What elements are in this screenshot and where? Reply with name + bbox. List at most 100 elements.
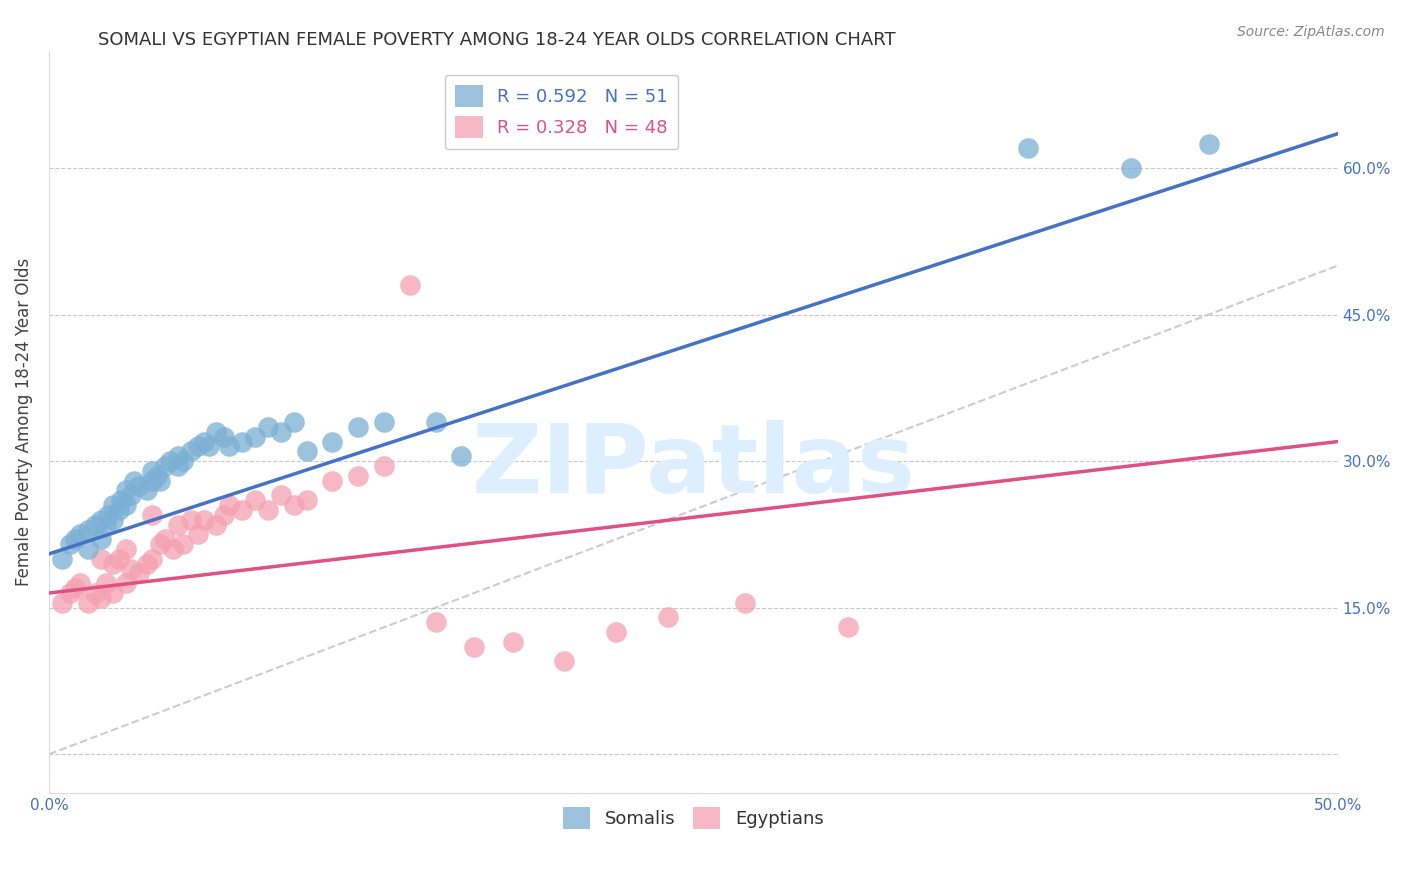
- Point: [450, 449, 472, 463]
- Point: [295, 444, 318, 458]
- Point: [502, 635, 524, 649]
- Point: [193, 513, 215, 527]
- Point: [166, 458, 188, 473]
- Point: [187, 439, 209, 453]
- Point: [218, 498, 240, 512]
- Point: [103, 586, 125, 600]
- Point: [120, 561, 142, 575]
- Point: [180, 513, 202, 527]
- Point: [553, 655, 575, 669]
- Point: [166, 517, 188, 532]
- Point: [425, 415, 447, 429]
- Point: [89, 591, 111, 605]
- Point: [76, 596, 98, 610]
- Point: [197, 439, 219, 453]
- Point: [107, 503, 129, 517]
- Text: SOMALI VS EGYPTIAN FEMALE POVERTY AMONG 18-24 YEAR OLDS CORRELATION CHART: SOMALI VS EGYPTIAN FEMALE POVERTY AMONG …: [98, 31, 896, 49]
- Point: [94, 576, 117, 591]
- Point: [149, 474, 172, 488]
- Point: [141, 464, 163, 478]
- Point: [51, 551, 73, 566]
- Point: [187, 527, 209, 541]
- Point: [146, 468, 169, 483]
- Point: [135, 483, 157, 498]
- Point: [172, 454, 194, 468]
- Point: [180, 444, 202, 458]
- Point: [425, 615, 447, 630]
- Point: [51, 596, 73, 610]
- Point: [321, 434, 343, 449]
- Point: [135, 557, 157, 571]
- Point: [63, 581, 86, 595]
- Point: [115, 483, 138, 498]
- Point: [218, 439, 240, 453]
- Point: [89, 513, 111, 527]
- Point: [128, 566, 150, 581]
- Point: [89, 551, 111, 566]
- Point: [97, 508, 120, 522]
- Point: [657, 610, 679, 624]
- Point: [103, 513, 125, 527]
- Point: [153, 458, 176, 473]
- Point: [107, 551, 129, 566]
- Point: [243, 430, 266, 444]
- Text: Source: ZipAtlas.com: Source: ZipAtlas.com: [1237, 25, 1385, 39]
- Point: [141, 551, 163, 566]
- Point: [734, 596, 756, 610]
- Point: [837, 620, 859, 634]
- Point: [270, 488, 292, 502]
- Point: [231, 434, 253, 449]
- Point: [1017, 141, 1039, 155]
- Point: [231, 503, 253, 517]
- Point: [141, 508, 163, 522]
- Point: [398, 278, 420, 293]
- Point: [205, 425, 228, 439]
- Point: [166, 449, 188, 463]
- Point: [103, 557, 125, 571]
- Point: [463, 640, 485, 654]
- Point: [63, 533, 86, 547]
- Point: [94, 517, 117, 532]
- Point: [149, 537, 172, 551]
- Point: [103, 498, 125, 512]
- Point: [76, 542, 98, 557]
- Point: [84, 586, 107, 600]
- Point: [115, 542, 138, 557]
- Point: [153, 533, 176, 547]
- Point: [295, 493, 318, 508]
- Point: [128, 478, 150, 492]
- Point: [172, 537, 194, 551]
- Point: [58, 586, 80, 600]
- Point: [243, 493, 266, 508]
- Point: [162, 542, 184, 557]
- Point: [159, 454, 181, 468]
- Point: [1198, 136, 1220, 151]
- Point: [373, 415, 395, 429]
- Point: [270, 425, 292, 439]
- Point: [115, 576, 138, 591]
- Point: [321, 474, 343, 488]
- Point: [120, 488, 142, 502]
- Point: [347, 420, 370, 434]
- Point: [212, 508, 235, 522]
- Point: [283, 498, 305, 512]
- Point: [212, 430, 235, 444]
- Point: [69, 576, 91, 591]
- Point: [347, 468, 370, 483]
- Point: [205, 517, 228, 532]
- Point: [58, 537, 80, 551]
- Point: [84, 517, 107, 532]
- Point: [141, 474, 163, 488]
- Point: [69, 527, 91, 541]
- Text: ZIPatlas: ZIPatlas: [471, 420, 915, 513]
- Point: [257, 420, 280, 434]
- Point: [76, 523, 98, 537]
- Point: [605, 625, 627, 640]
- Legend: Somalis, Egyptians: Somalis, Egyptians: [555, 800, 831, 837]
- Point: [1121, 161, 1143, 175]
- Point: [193, 434, 215, 449]
- Point: [115, 498, 138, 512]
- Point: [257, 503, 280, 517]
- Point: [283, 415, 305, 429]
- Point: [122, 474, 145, 488]
